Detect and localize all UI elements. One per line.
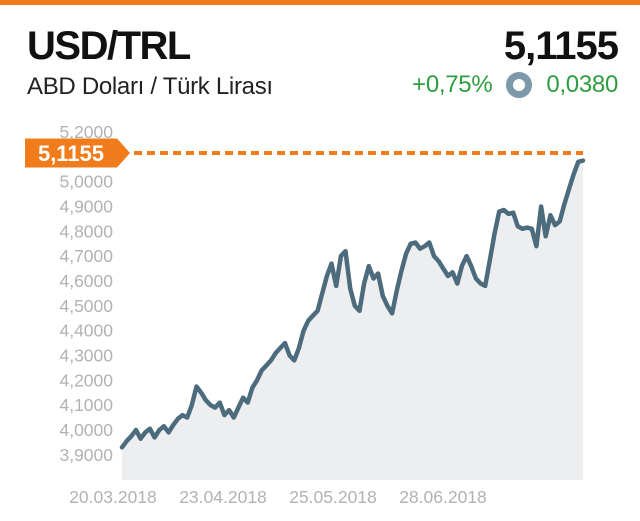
y-axis-tick-label: 4,8000: [59, 221, 113, 241]
change-percent: +0,75%: [412, 71, 493, 98]
current-price: 5,1155: [503, 24, 619, 68]
y-axis-tick-label: 5,2000: [59, 122, 113, 142]
current-price-tag-label: 5,1155: [38, 141, 104, 166]
y-axis-tick-label: 4,1000: [59, 395, 113, 415]
x-axis-tick-label: 25.05.2018: [289, 487, 377, 507]
y-axis-tick-label: 4,2000: [59, 370, 113, 390]
direction-ring-icon: [506, 72, 533, 98]
x-axis-tick-label: 20.03.2018: [69, 487, 157, 507]
change-row: +0,75% 0,0380: [412, 71, 618, 99]
y-axis-tick-label: 5,0000: [59, 172, 113, 192]
current-price-tag: [25, 138, 130, 168]
top-accent-bar: [0, 0, 640, 5]
y-axis-tick-label: 3,9000: [59, 445, 113, 465]
x-axis-tick-label: 23.04.2018: [179, 487, 267, 507]
chart-area-fill: [122, 160, 583, 480]
y-axis-tick-label: 4,5000: [59, 296, 113, 316]
x-axis-tick-label: 28.06.2018: [399, 487, 487, 507]
chart-line: [119, 158, 586, 450]
y-axis-tick-label: 4,9000: [59, 196, 113, 216]
y-axis-tick-label: 4,0000: [59, 420, 113, 440]
y-axis-tick-label: 4,4000: [59, 321, 113, 341]
pair-subtitle: ABD Doları / Türk Lirası: [27, 73, 273, 100]
pair-title: USD/TRL: [27, 24, 191, 68]
y-axis-tick-label: 4,6000: [59, 271, 113, 291]
change-absolute: 0,0380: [546, 71, 618, 98]
y-axis-tick-label: 4,3000: [59, 345, 113, 365]
y-axis-tick-label: 4,7000: [59, 246, 113, 266]
